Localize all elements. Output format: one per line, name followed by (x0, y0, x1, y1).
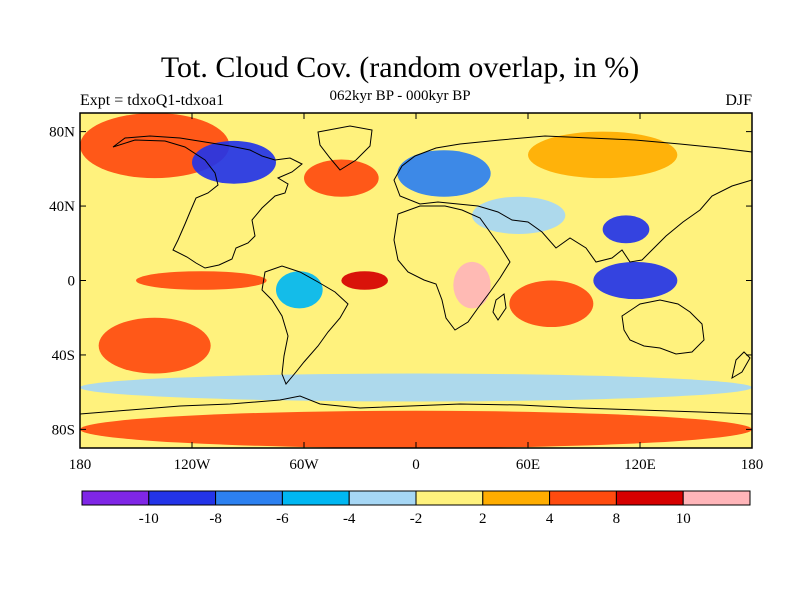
colorbar-label-6: 4 (546, 511, 554, 527)
coastline-australia (621, 299, 705, 355)
y-tick-label-3: 40S (52, 348, 75, 364)
x-tick-label-4: 60E (516, 457, 540, 473)
coastlines (79, 125, 753, 415)
chart-subtitle: 062kyr BP - 000kyr BP (329, 88, 471, 104)
y-tick-label-4: 80S (52, 422, 75, 438)
colorbar-label-3: -4 (343, 511, 356, 527)
colorbar-label-8: 10 (676, 511, 691, 527)
x-tick-label-0: 180 (69, 457, 92, 473)
colorbar-swatch-6 (482, 490, 551, 506)
cloud-cover-field (80, 113, 752, 448)
coastline-south-america (261, 265, 349, 385)
region-patch-2 (304, 159, 379, 197)
region-patch-4 (528, 131, 678, 179)
colorbar-swatch-0 (81, 490, 150, 506)
colorbar-swatch-5 (415, 490, 484, 506)
chart-title: Tot. Cloud Cov. (random overlap, in %) (160, 51, 640, 84)
experiment-label: Expt = tdxoQ1-tdxoa1 (80, 92, 225, 109)
region-patch-10 (453, 261, 491, 309)
region-patch-0 (80, 113, 230, 179)
region-patch-14 (80, 373, 752, 402)
y-tick-label-1: 40N (49, 199, 75, 215)
colorbar-swatch-1 (148, 490, 217, 506)
season-label: DJF (725, 92, 752, 109)
x-tick-label-1: 120W (174, 457, 212, 473)
x-tick-label-5: 120E (624, 457, 656, 473)
region-patch-12 (593, 261, 678, 300)
colorbar: -10 -8 -6 -4 -2 2 4 8 10 (81, 490, 751, 527)
colorbar-swatch-2 (215, 490, 283, 506)
x-tick-label-3: 0 (412, 457, 420, 473)
region-patch-8 (276, 271, 323, 309)
y-tick-label-2: 0 (68, 274, 76, 290)
coastline-new-zealand (731, 351, 751, 380)
region-patch-9 (341, 271, 388, 290)
colorbar-label-5: 2 (479, 511, 487, 527)
x-tick-label-6: 180 (741, 457, 764, 473)
coastline-africa (393, 205, 511, 331)
y-axis: 80N 40N 0 40S 80S (49, 125, 752, 438)
region-patch-3 (397, 150, 491, 197)
coastline-madagascar (492, 293, 507, 321)
region-patch-1 (192, 140, 276, 184)
colorbar-label-7: 8 (613, 511, 621, 527)
colorbar-label-4: -2 (410, 511, 423, 527)
region-patch-13 (98, 317, 211, 374)
coastline-north-america (112, 135, 303, 269)
colorbar-swatch-7 (549, 490, 617, 506)
colorbar-label-0: -10 (139, 511, 159, 527)
y-tick-label-0: 80N (49, 125, 75, 141)
coastline-antarctica (79, 395, 753, 415)
colorbar-label-1: -8 (209, 511, 222, 527)
colorbar-swatch-4 (348, 490, 417, 506)
region-patch-11 (509, 280, 594, 328)
colorbar-swatch-9 (682, 490, 751, 506)
coastline-greenland (317, 125, 373, 171)
x-tick-label-2: 60W (289, 457, 319, 473)
colorbar-label-2: -6 (276, 511, 289, 527)
colorbar-swatch-3 (281, 490, 350, 506)
coastline-eurasia (393, 135, 753, 263)
region-patch-6 (472, 196, 566, 234)
x-axis: 180 120W 60W 0 60E 120E 180 (69, 113, 764, 473)
region-patch-5 (602, 215, 650, 244)
region-patch-15 (80, 410, 752, 448)
colorbar-swatch-8 (615, 490, 684, 506)
region-patch-7 (136, 271, 267, 290)
